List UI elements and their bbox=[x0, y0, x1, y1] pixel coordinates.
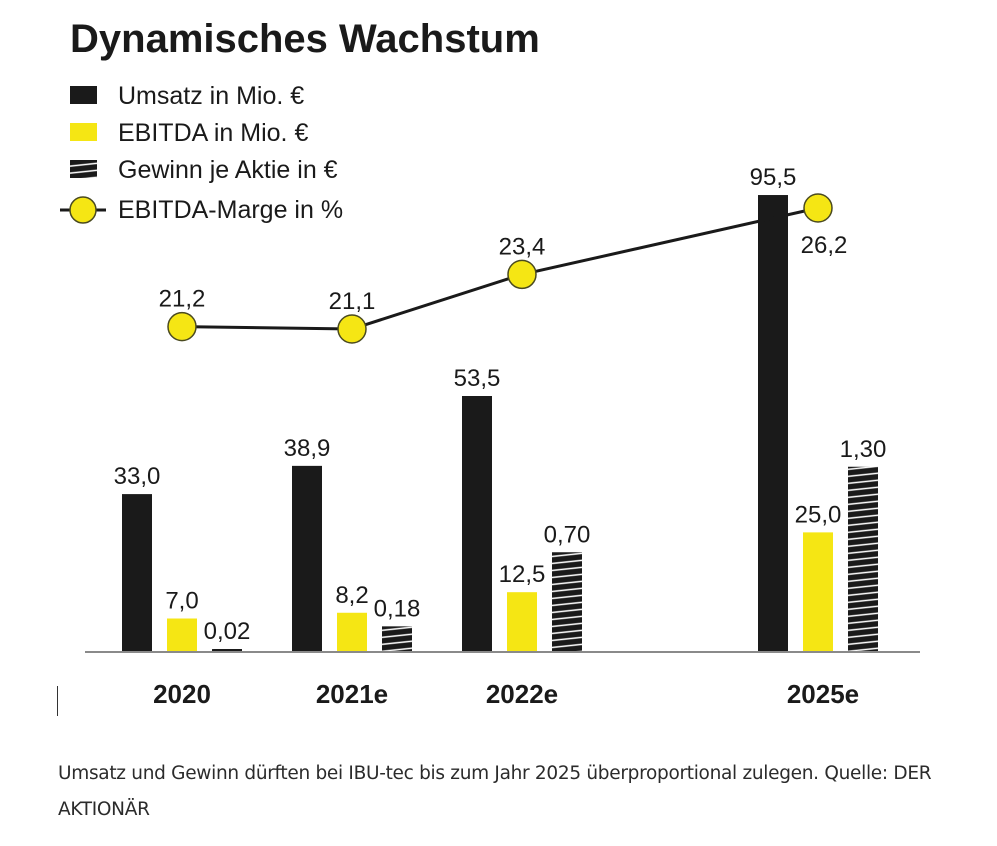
value-label-ebitda-2025e: 25,0 bbox=[795, 501, 842, 528]
legend-swatch-eps bbox=[70, 160, 97, 178]
value-label-ebitda-2020: 7,0 bbox=[165, 588, 198, 615]
chart-title: Dynamisches Wachstum bbox=[70, 17, 540, 61]
data-labels: 33,0 7,00,02 38,9 8,20,18 53,5 12,5 0,70 95,5 25… bbox=[114, 164, 887, 645]
value-label-eps-2020: 0,02 bbox=[204, 618, 251, 645]
bar-ebitda-2020 bbox=[167, 618, 197, 652]
bars bbox=[122, 195, 878, 652]
value-label-umsatz-2020: 33,0 bbox=[114, 463, 161, 490]
chart: Dynamisches Wachstum Umsatz in Mio. € EB… bbox=[60, 17, 920, 709]
x-tick-label: 2022e bbox=[486, 679, 558, 709]
x-tick-label: 2020 bbox=[153, 679, 211, 709]
value-label-umsatz-2025e: 95,5 bbox=[750, 164, 797, 191]
legend-label-eps: Gewinn je Aktie in € bbox=[118, 156, 338, 184]
chart-caption: Umsatz und Gewinn dürften bei IBU-tec bi… bbox=[58, 763, 932, 820]
legend-swatch-umsatz bbox=[70, 86, 97, 104]
x-tick-label: 2021e bbox=[316, 679, 388, 709]
bar-ebitda-2025e bbox=[803, 532, 833, 652]
x-ticks: 2020 2021e 2022e 2025e bbox=[153, 679, 859, 709]
value-label-umsatz-2021e: 38,9 bbox=[284, 435, 331, 462]
value-label-umsatz-2022e: 53,5 bbox=[454, 365, 501, 392]
margin-label-2021e: 21,1 bbox=[329, 288, 376, 315]
bar-ebitda-2022e bbox=[507, 592, 537, 652]
bar-umsatz-2021e bbox=[292, 465, 322, 652]
value-label-ebitda-2022e: 12,5 bbox=[499, 561, 546, 588]
margin-point-2020 bbox=[167, 311, 197, 342]
legend: Umsatz in Mio. € EBITDA in Mio. € Gewinn… bbox=[60, 82, 343, 224]
margin-point-2022e bbox=[507, 259, 537, 290]
text-cursor bbox=[57, 686, 58, 716]
bar-eps-2025e bbox=[848, 466, 878, 652]
margin-label-2020: 21,2 bbox=[159, 286, 206, 313]
margin-point-2021e bbox=[337, 314, 367, 344]
value-label-eps-2022e: 0,70 bbox=[544, 521, 591, 548]
bar-umsatz-2022e bbox=[462, 396, 492, 652]
bar-eps-2022e bbox=[552, 552, 582, 652]
legend-marker-marge bbox=[69, 196, 97, 224]
margin-line bbox=[181, 206, 819, 331]
bar-umsatz-2020 bbox=[122, 494, 152, 652]
legend-swatch-ebitda bbox=[70, 123, 97, 141]
margin-label-2025e: 26,2 bbox=[801, 232, 848, 259]
x-tick-label: 2025e bbox=[787, 679, 859, 709]
margin-line-layer: 21,2 21,1 23,4 26,2 bbox=[159, 193, 848, 344]
bar-umsatz-2025e bbox=[758, 195, 788, 652]
legend-label-marge: EBITDA-Marge in % bbox=[118, 196, 343, 224]
margin-label-2022e: 23,4 bbox=[499, 233, 546, 260]
legend-label-ebitda: EBITDA in Mio. € bbox=[118, 119, 308, 147]
value-label-eps-2021e: 0,18 bbox=[374, 595, 421, 622]
bar-ebitda-2021e bbox=[337, 612, 367, 652]
value-label-eps-2025e: 1,30 bbox=[840, 436, 887, 463]
margin-point-2025e bbox=[803, 193, 833, 223]
legend-label-umsatz: Umsatz in Mio. € bbox=[118, 82, 304, 110]
bar-eps-2020 bbox=[212, 649, 242, 652]
bar-eps-2021e bbox=[382, 626, 412, 652]
value-label-ebitda-2021e: 8,2 bbox=[335, 582, 368, 609]
